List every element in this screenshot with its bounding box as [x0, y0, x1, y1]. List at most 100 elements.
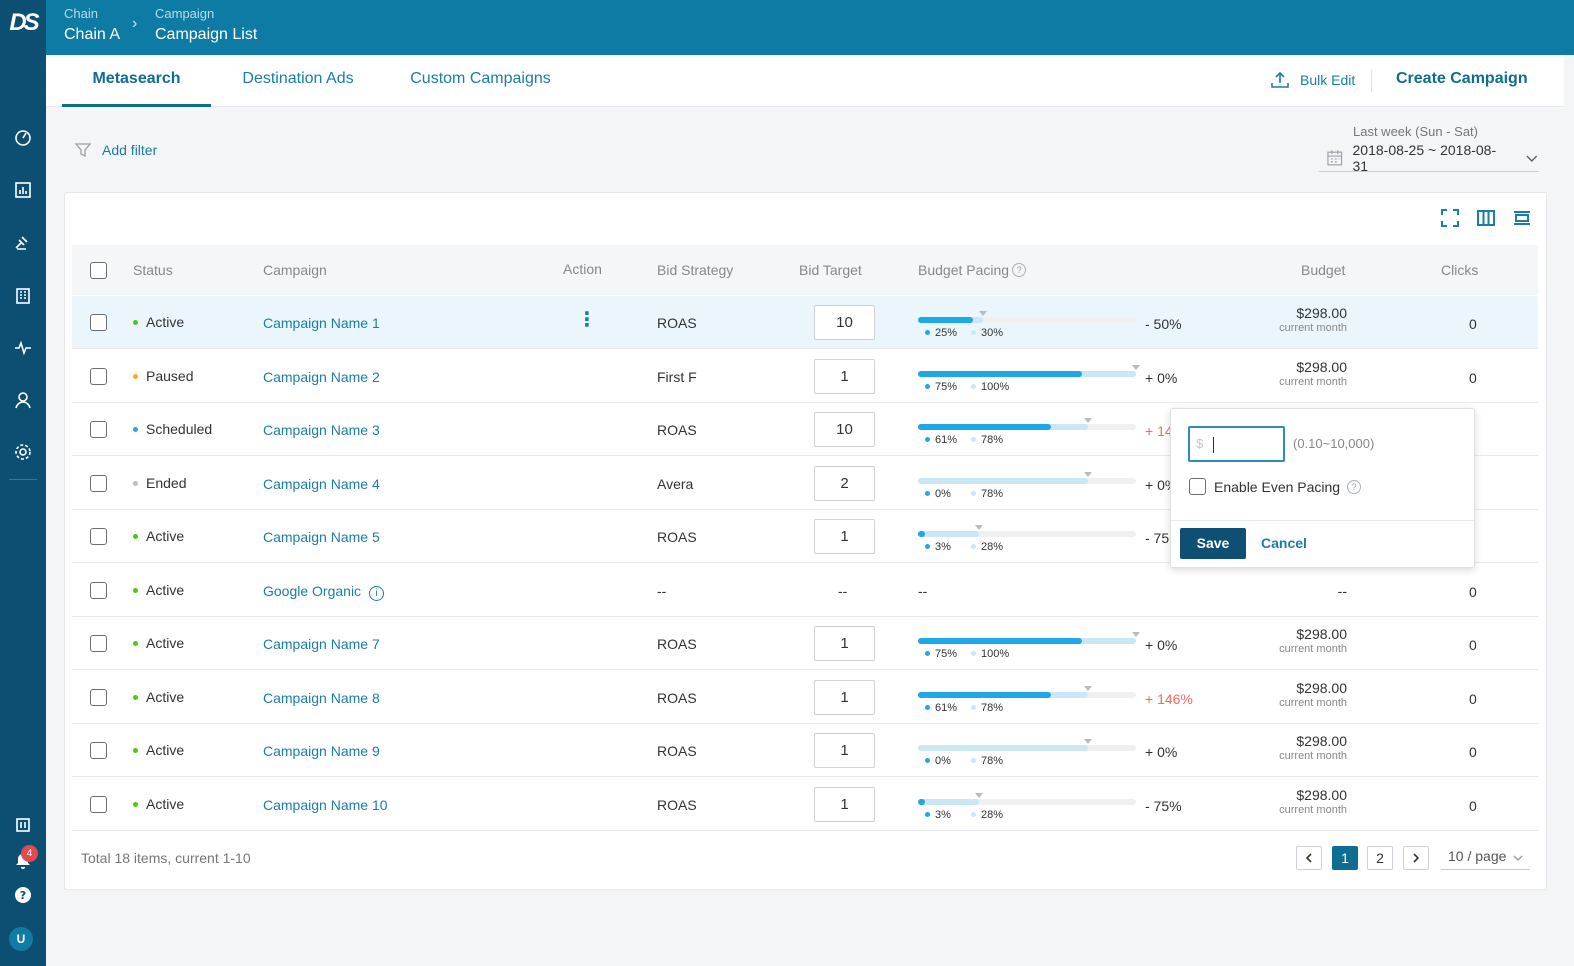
column-budget[interactable]: Budget	[1301, 262, 1346, 278]
campaign-link[interactable]: Campaign Name 5	[263, 529, 380, 545]
campaign-link[interactable]: Campaign Name 1	[263, 315, 380, 331]
budget-cell[interactable]: $298.00 current month	[1279, 787, 1347, 816]
activity-icon[interactable]	[9, 334, 37, 362]
pacing-target-value: 78%	[981, 755, 1004, 767]
dashboard-icon[interactable]	[9, 123, 37, 151]
date-range-picker[interactable]: 2018-08-25 ~ 2018-08-31	[1319, 142, 1539, 174]
app-logo[interactable]: DS	[9, 9, 39, 36]
row-checkbox[interactable]	[90, 689, 107, 706]
tab-custom-campaigns[interactable]: Custom Campaigns	[410, 70, 551, 87]
help-icon[interactable]: ?	[9, 881, 37, 909]
table-row[interactable]: Ended Campaign Name 4 Avera 2 0% 78% + 0%	[72, 457, 1538, 510]
settings-icon[interactable]	[9, 438, 37, 466]
prev-page-button[interactable]	[1296, 846, 1322, 870]
info-icon[interactable]: i	[368, 586, 384, 601]
pacing-track	[918, 799, 1136, 805]
row-checkbox[interactable]	[90, 528, 107, 545]
tab-metasearch[interactable]: Metasearch	[62, 55, 211, 107]
budget-cell[interactable]: $298.00 current month	[1279, 359, 1347, 388]
select-all-checkbox[interactable]	[90, 262, 107, 279]
even-pacing-checkbox[interactable]	[1189, 478, 1206, 495]
gavel-icon[interactable]	[9, 229, 37, 257]
column-clicks[interactable]: Clicks	[1441, 262, 1479, 278]
create-campaign-button[interactable]: Create Campaign	[1396, 70, 1528, 87]
scrollbar[interactable]	[1564, 55, 1574, 966]
bid-target-input[interactable]: 1	[814, 680, 875, 715]
budget-input[interactable]: $	[1188, 426, 1285, 462]
campaign-link[interactable]: Campaign Name 3	[263, 422, 380, 438]
bulk-edit-button[interactable]: Bulk Edit	[1270, 71, 1355, 89]
bid-target-input[interactable]: 1	[814, 359, 875, 394]
table-row[interactable]: Active Google Organic i -- -- -- -- 0	[72, 564, 1538, 617]
next-page-button[interactable]	[1403, 846, 1429, 870]
tab-destination-ads[interactable]: Destination Ads	[242, 70, 354, 87]
page-2-button[interactable]: 2	[1367, 846, 1393, 870]
row-checkbox[interactable]	[90, 796, 107, 813]
row-checkbox[interactable]	[90, 368, 107, 385]
campaign-link[interactable]: Google Organic i	[263, 583, 384, 601]
table-row[interactable]: Active Campaign Name 1 ⋮ ROAS 10 25% 30% - 5…	[72, 296, 1538, 349]
avatar[interactable]: U	[9, 927, 33, 951]
bid-target-input[interactable]: 1	[814, 519, 875, 554]
breadcrumb-campaign: Campaign Campaign List	[155, 6, 257, 44]
table-row[interactable]: Scheduled Campaign Name 3 ROAS 10 61% 78% +…	[72, 403, 1538, 456]
bid-target-input[interactable]: 10	[814, 412, 875, 447]
column-status[interactable]: Status	[133, 262, 173, 278]
bid-strategy: ROAS	[657, 315, 697, 331]
campaign-link[interactable]: Campaign Name 10	[263, 797, 388, 813]
table-row[interactable]: Active Campaign Name 8 ROAS 1 61% 78% + 146…	[72, 671, 1538, 724]
row-checkbox[interactable]	[90, 742, 107, 759]
pacing-target-fill	[918, 531, 980, 537]
table-row[interactable]: Active Campaign Name 7 ROAS 1 75% 100% + 0%…	[72, 617, 1538, 670]
row-density-icon[interactable]	[1511, 207, 1533, 229]
column-budget-pacing[interactable]: Budget Pacing ?	[918, 262, 1027, 278]
budget-cell[interactable]: $298.00 current month	[1279, 733, 1347, 762]
pacing-target-legend: 78%	[971, 755, 1003, 767]
campaign-link[interactable]: Campaign Name 8	[263, 690, 380, 706]
row-checkbox[interactable]	[90, 421, 107, 438]
row-checkbox[interactable]	[90, 635, 107, 652]
bid-target-input[interactable]: 1	[814, 733, 875, 768]
columns-icon[interactable]	[1475, 207, 1497, 229]
row-checkbox[interactable]	[90, 314, 107, 331]
campaign-link[interactable]: Campaign Name 2	[263, 369, 380, 385]
campaign-link[interactable]: Campaign Name 4	[263, 476, 380, 492]
table-row[interactable]: Active Campaign Name 5 ROAS 1 3% 28% - 75	[72, 510, 1538, 563]
budget-cell[interactable]: $298.00 current month	[1279, 680, 1347, 709]
add-filter-button[interactable]: Add filter	[74, 141, 157, 159]
row-checkbox[interactable]	[90, 475, 107, 492]
user-icon[interactable]	[9, 386, 37, 414]
bid-target-input[interactable]: 1	[814, 626, 875, 661]
budget-period: current month	[1279, 804, 1347, 816]
page-size-select[interactable]: 10 / page	[1441, 848, 1530, 870]
column-bid-target[interactable]: Bid Target	[799, 262, 862, 278]
tools-icon[interactable]	[9, 811, 37, 839]
clicks-value: 0	[1469, 798, 1477, 814]
report-icon[interactable]	[9, 176, 37, 204]
campaign-link[interactable]: Campaign Name 9	[263, 743, 380, 759]
save-button[interactable]: Save	[1180, 528, 1246, 559]
budget-cell[interactable]: $298.00 current month	[1279, 626, 1347, 655]
campaign-name: Campaign Name 1	[263, 315, 380, 331]
bid-target-input[interactable]: 10	[814, 305, 875, 340]
column-bid-strategy[interactable]: Bid Strategy	[657, 262, 734, 278]
status-dot	[133, 640, 138, 646]
breadcrumb-chain[interactable]: Chain Chain A	[64, 6, 120, 44]
help-icon[interactable]: ?	[1012, 263, 1027, 277]
cancel-button[interactable]: Cancel	[1261, 535, 1307, 551]
row-checkbox[interactable]	[90, 582, 107, 599]
fullscreen-icon[interactable]	[1439, 207, 1461, 229]
help-icon[interactable]: ?	[1347, 480, 1362, 494]
bid-target-input[interactable]: 1	[814, 787, 875, 822]
table-row[interactable]: Active Campaign Name 10 ROAS 1 3% 28% - 75%…	[72, 778, 1538, 831]
pacing-actual-fill	[918, 531, 925, 537]
hotel-icon[interactable]	[9, 282, 37, 310]
bid-target-input[interactable]: 2	[814, 466, 875, 501]
page-1-button[interactable]: 1	[1332, 846, 1358, 870]
budget-cell[interactable]: $298.00 current month	[1279, 305, 1347, 334]
more-actions-icon[interactable]: ⋮	[577, 309, 597, 331]
table-row[interactable]: Paused Campaign Name 2 First F 1 75% 100% +…	[72, 350, 1538, 403]
table-row[interactable]: Active Campaign Name 9 ROAS 1 0% 78% + 0% $2…	[72, 724, 1538, 777]
campaign-link[interactable]: Campaign Name 7	[263, 636, 380, 652]
column-campaign[interactable]: Campaign	[263, 262, 327, 278]
